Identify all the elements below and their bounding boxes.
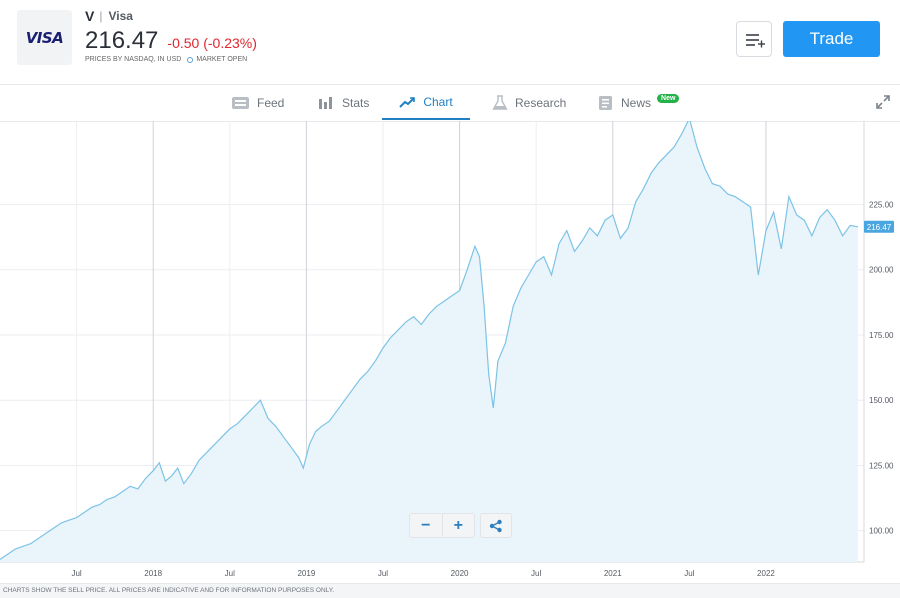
y-tick-label: 150.00: [869, 396, 894, 405]
x-tick-label: Jul: [684, 569, 694, 578]
current-price-tag: [864, 220, 894, 233]
x-tick-label: 2021: [604, 569, 622, 578]
tab-label: Stats: [342, 95, 370, 110]
flask-icon: [492, 94, 508, 110]
instrument-name: Visa: [108, 9, 133, 23]
zoom-controls: − +: [409, 513, 475, 538]
market-status-icon: [187, 56, 194, 63]
tab-label: Chart: [423, 94, 453, 109]
new-badge: New: [657, 94, 680, 103]
tab-chart[interactable]: Chart: [382, 85, 470, 120]
instrument-tabs: Feed Stats Chart Research News New: [0, 84, 900, 122]
x-tick-label: Jul: [71, 569, 81, 578]
y-tick-label: 125.00: [869, 461, 894, 470]
chart-disclaimer: CHARTS SHOW THE SELL PRICE. ALL PRICES A…: [0, 583, 900, 598]
price-chart-svg[interactable]: 100.00 125.00 150.00 175.00 200.00 225.00 Jul 2…: [0, 116, 900, 583]
news-icon: [599, 95, 612, 110]
price-change: -0.50 (-0.23%): [167, 35, 257, 51]
y-tick-label: 100.00: [869, 527, 894, 536]
tab-feed[interactable]: Feed: [231, 85, 284, 120]
add-to-watchlist-button[interactable]: [736, 21, 772, 57]
x-tick-label: 2019: [297, 569, 315, 578]
ticker-symbol: V: [85, 8, 95, 24]
feed-icon: [232, 96, 249, 109]
ticker-line: V | Visa: [85, 8, 133, 24]
price-area: [0, 118, 858, 563]
instrument-header: VISA V | Visa 216.47 -0.50 (-0.23%) PRIC…: [0, 0, 900, 84]
add-to-watchlist-icon: [746, 34, 765, 48]
share-icon: [489, 519, 502, 532]
market-status: MARKET OPEN: [196, 56, 248, 63]
x-tick-label: 2022: [757, 569, 775, 578]
visa-logo: VISA: [17, 10, 72, 65]
price-line: 216.47 -0.50 (-0.23%): [85, 27, 257, 55]
x-tick-label: 2018: [144, 569, 162, 578]
tab-stats[interactable]: Stats: [318, 85, 369, 120]
x-tick-label: Jul: [378, 569, 388, 578]
y-tick-label: 175.00: [869, 331, 894, 340]
trade-button[interactable]: Trade: [783, 21, 880, 57]
current-price-label: 216.47: [867, 223, 892, 232]
price-meta: PRICES BY NASDAQ, IN USD MARKET OPEN: [85, 56, 247, 63]
tab-label: News: [621, 95, 652, 110]
x-tick-label: 2020: [451, 569, 469, 578]
tab-label: Research: [515, 95, 567, 110]
stats-icon: [319, 96, 332, 109]
x-tick-label: Jul: [225, 569, 235, 578]
chart-icon: [399, 96, 416, 108]
ticker-separator: |: [99, 9, 103, 23]
current-price: 216.47: [85, 27, 159, 54]
zoom-out-button[interactable]: −: [410, 514, 443, 537]
share-button[interactable]: [480, 513, 512, 538]
y-tick-label: 200.00: [869, 266, 894, 275]
prices-source: PRICES BY NASDAQ, IN USD: [85, 56, 182, 63]
y-tick-label: 225.00: [869, 201, 894, 210]
expand-icon[interactable]: [875, 94, 891, 110]
tab-news[interactable]: News New: [598, 85, 680, 120]
tab-label: Feed: [257, 95, 285, 110]
tab-research[interactable]: Research: [492, 85, 566, 120]
price-chart[interactable]: 100.00 125.00 150.00 175.00 200.00 225.00 Jul 2…: [0, 116, 900, 583]
x-tick-label: Jul: [531, 569, 541, 578]
zoom-in-button[interactable]: +: [453, 516, 463, 534]
logo-text: VISA: [25, 28, 64, 47]
